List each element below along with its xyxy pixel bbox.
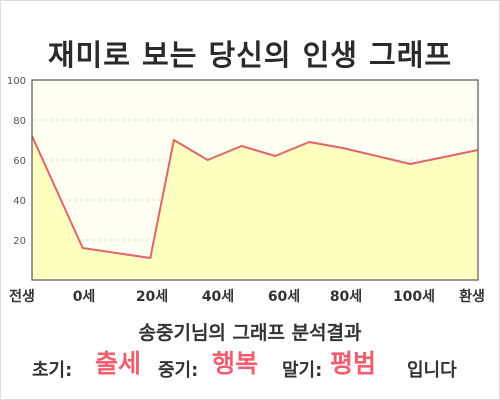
x-tick-label: 0세 bbox=[73, 289, 96, 305]
y-tick-label: 20 bbox=[13, 236, 26, 247]
plot-border bbox=[31, 79, 479, 281]
x-tick-label: 100세 bbox=[393, 289, 435, 305]
mid-label: 중기: bbox=[158, 360, 199, 381]
y-tick-label: 100 bbox=[7, 76, 26, 87]
x-tick-labels: 전생 0세 20세 40세 60세 80세 100세 환생 bbox=[9, 288, 485, 305]
x-tick-label: 60세 bbox=[268, 289, 300, 305]
y-tick-label: 60 bbox=[13, 156, 26, 167]
x-tick-label: 80세 bbox=[330, 289, 362, 305]
x-tick-label: 전생 bbox=[9, 288, 35, 305]
analysis-subtitle: 송중기님의 그래프 분석결과 bbox=[138, 322, 362, 344]
x-tick-label: 환생 bbox=[459, 288, 485, 305]
late-label: 말기: bbox=[282, 360, 323, 381]
y-tick-label: 80 bbox=[13, 116, 26, 127]
life-area bbox=[32, 136, 478, 280]
early-value: 출세 bbox=[95, 349, 142, 378]
ending-text: 입니다 bbox=[407, 360, 457, 381]
x-tick-label: 20세 bbox=[136, 289, 168, 305]
life-line bbox=[31, 135, 479, 259]
mid-value: 행복 bbox=[212, 349, 259, 378]
chart-title: 재미로 보는 당신의 인생 그래프 bbox=[47, 38, 453, 72]
y-tick-label: 40 bbox=[13, 196, 26, 207]
x-tick-label: 40세 bbox=[202, 289, 234, 305]
early-label: 초기: bbox=[32, 360, 73, 381]
late-value: 평범 bbox=[330, 349, 377, 378]
y-tick-labels: 20 40 60 80 100 bbox=[7, 76, 26, 247]
